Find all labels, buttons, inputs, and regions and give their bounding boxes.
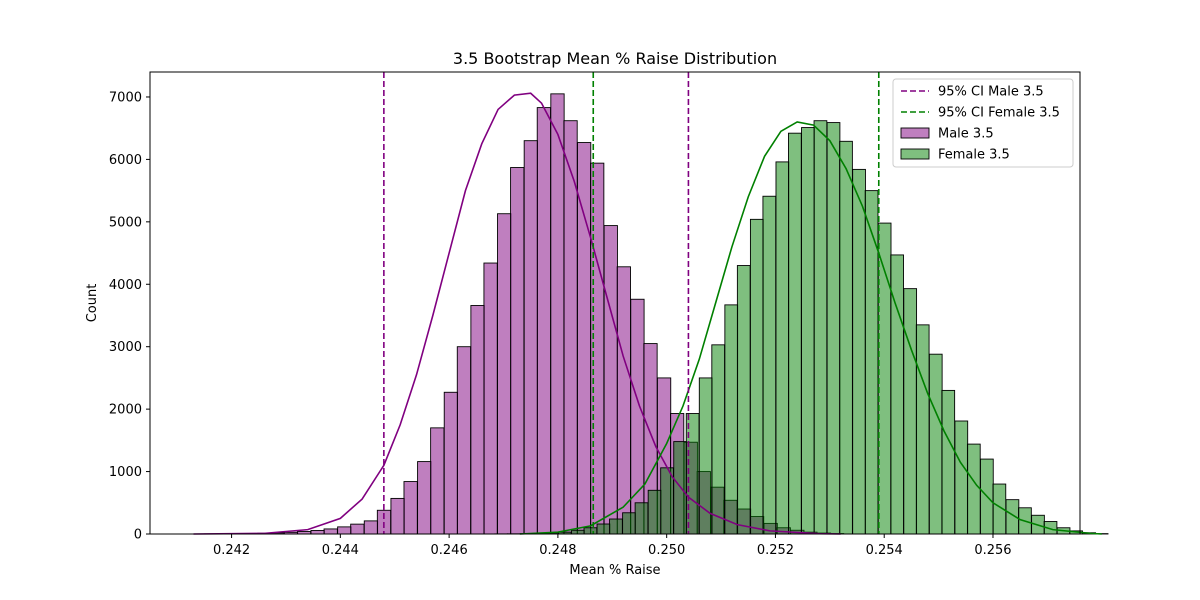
- bar-female-3-5: [711, 344, 726, 535]
- legend-label: Female 3.5: [938, 148, 1010, 163]
- y-tick-label: 3000: [109, 340, 142, 355]
- y-axis: 0 1000 2000 3000 4000 5000 6000 7000: [109, 90, 150, 543]
- x-tick-label: 0.256: [974, 543, 1011, 558]
- plot-frame: [149, 71, 1081, 535]
- bar-female-3-5: [864, 190, 879, 535]
- x-tick-label: 0.254: [866, 543, 903, 558]
- legend-frame: [892, 78, 1074, 168]
- legend-label: 95% CI Male 3.5: [938, 85, 1044, 100]
- bar-male-3-5: [417, 461, 432, 535]
- bar-male-3-5: [310, 529, 325, 535]
- bar-male-3-5: [523, 140, 538, 535]
- x-tick-label: 0.250: [648, 543, 685, 558]
- y-tick-label: 2000: [109, 403, 142, 418]
- chart-title: 3.5 Bootstrap Mean % Raise Distribution: [453, 49, 777, 68]
- bar-male-3-5: [350, 523, 365, 535]
- bar-male-3-5: [497, 213, 512, 535]
- bar-female-3-5: [903, 288, 918, 535]
- bar-female-3-5: [596, 523, 611, 535]
- bar-female-3-5: [609, 518, 623, 535]
- bar-male-3-5: [456, 346, 472, 535]
- bar-female-3-5: [736, 265, 751, 535]
- bar-female-3-5: [775, 161, 790, 535]
- legend-label: Male 3.5: [938, 127, 994, 142]
- bar-male-3-5: [550, 93, 565, 535]
- x-tick-label: 0.244: [322, 543, 359, 558]
- kde-curves: [193, 92, 1102, 535]
- bar-female-3-5: [941, 389, 956, 535]
- x-tick-label: 0.242: [213, 543, 250, 558]
- bar-female-3-5: [660, 467, 674, 535]
- bar-male-3-5: [337, 526, 352, 535]
- bar-female-3-5: [571, 529, 585, 535]
- bar-male-3-5: [443, 391, 459, 535]
- bar-female-3-5: [749, 218, 764, 535]
- x-tick-label: 0.248: [539, 543, 576, 558]
- bar-male-3-5: [363, 520, 379, 535]
- bar-male-3-5: [430, 427, 445, 535]
- bar-female-3-5: [954, 420, 969, 535]
- bar-male-3-5: [603, 225, 618, 535]
- bar-female-3-5: [647, 489, 662, 535]
- legend-swatch: [900, 148, 930, 160]
- y-tick-label: 0: [134, 528, 142, 543]
- x-tick-label: 0.246: [431, 543, 468, 558]
- bar-male-3-5: [470, 305, 485, 535]
- y-axis-title: Count: [85, 284, 100, 323]
- bar-female-3-5: [928, 353, 943, 535]
- bar-male-3-5: [630, 298, 645, 535]
- x-tick-label: 0.252: [757, 543, 794, 558]
- x-axis-title: Mean % Raise: [569, 563, 660, 578]
- bar-female-3-5: [622, 512, 636, 535]
- y-tick-label: 1000: [109, 465, 142, 480]
- bar-female-3-5: [788, 132, 802, 535]
- legend: 95% CI Male 3.5 95% CI Female 3.5 Male 3.5…: [892, 78, 1074, 168]
- bar-female-3-5: [966, 443, 981, 535]
- bar-female-3-5: [801, 127, 815, 535]
- bar-female-3-5: [852, 168, 866, 535]
- bar-male-3-5: [510, 167, 525, 535]
- bar-female-3-5: [583, 527, 598, 535]
- bar-male-3-5: [323, 528, 338, 535]
- kde-male-3-5: [193, 92, 841, 535]
- bar-male-3-5: [483, 262, 498, 535]
- bar-female-3-5: [915, 324, 930, 535]
- bar-female-3-5: [762, 195, 777, 535]
- bar-female-3-5: [724, 304, 739, 535]
- kde-female-3-5: [519, 121, 1102, 535]
- bar-female-3-5: [634, 502, 649, 535]
- bar-male-3-5: [390, 497, 405, 535]
- y-tick-label: 5000: [109, 215, 142, 230]
- y-tick-label: 7000: [109, 90, 142, 105]
- legend-swatch: [900, 127, 930, 139]
- bar-male-3-5: [403, 481, 418, 535]
- legend-label: 95% CI Female 3.5: [938, 106, 1060, 121]
- bar-female-3-5: [826, 122, 841, 535]
- bar-male-3-5: [536, 107, 551, 535]
- x-axis: 0.242 0.244 0.246 0.248 0.250 0.252 0.254 0.256: [213, 534, 1012, 558]
- y-tick-label: 4000: [109, 278, 142, 293]
- bar-male-3-5: [616, 266, 631, 535]
- bar-female-3-5: [813, 120, 828, 535]
- y-tick-label: 6000: [109, 153, 142, 168]
- bar-female-3-5: [839, 140, 853, 535]
- ci-lines: [383, 72, 880, 534]
